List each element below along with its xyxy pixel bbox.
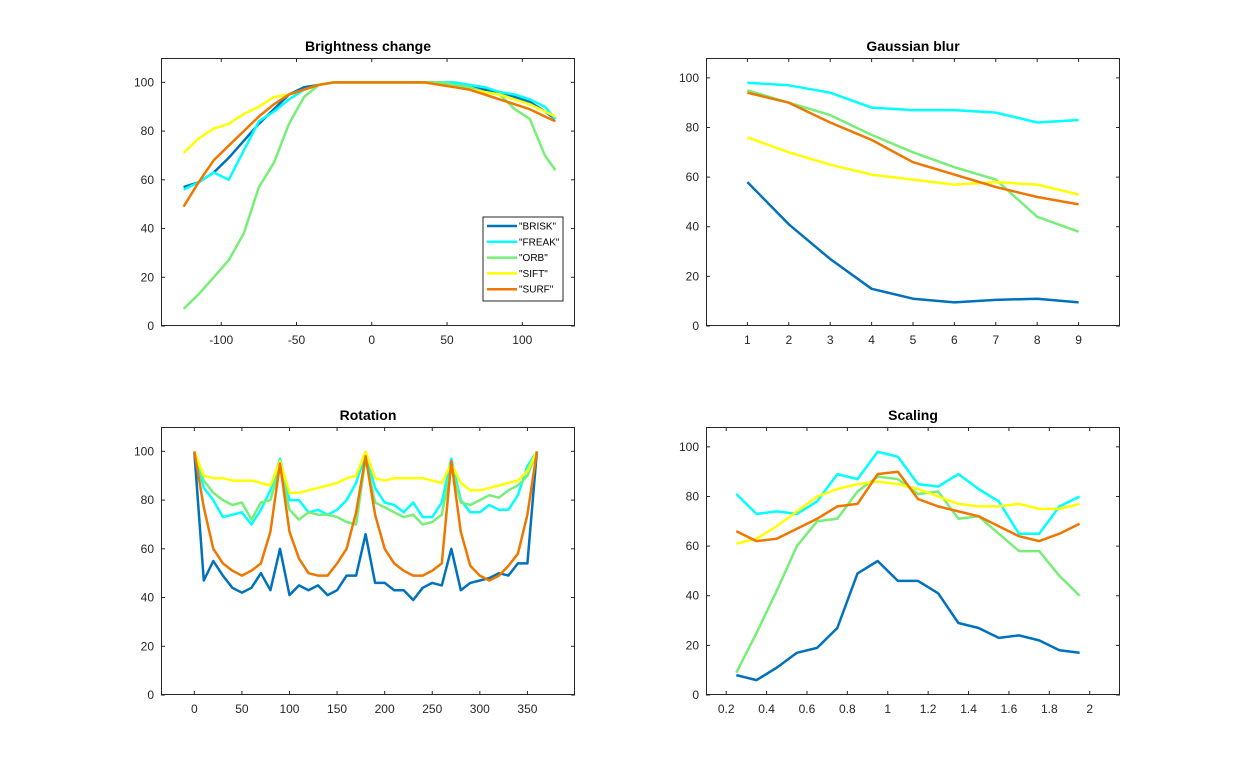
- y-tick-label: 20: [686, 638, 700, 652]
- subplot-rotation: Rotation 0 50 100 150 200 250 300 350 0 20 40 60 80 1…: [134, 407, 575, 716]
- x-tick-label: -100: [209, 333, 233, 347]
- series-line-4: [735, 470, 1081, 543]
- x-tick-label: 1.4: [960, 702, 977, 716]
- plot-area: 0 50 100 150 200 250 300 350 0 20 40 60 80 100: [134, 427, 575, 716]
- legend-box: [482, 216, 564, 302]
- x-tick-label: 150: [327, 702, 347, 716]
- plot-title: Rotation: [339, 407, 397, 423]
- plot-title: Brightness change: [304, 38, 432, 54]
- x-tick-label: 0.4: [758, 702, 775, 716]
- axes-box: [706, 427, 1120, 695]
- series-line-2: [747, 89, 1080, 233]
- legend-label: "SIFT": [519, 269, 548, 280]
- x-tick-label: 7: [992, 333, 999, 347]
- y-tick-label: 80: [141, 493, 155, 507]
- x-tick-label: 100: [279, 702, 299, 716]
- y-tick-label: 20: [686, 269, 700, 283]
- y-tick-label: 60: [141, 542, 155, 556]
- series-line-0: [735, 559, 1080, 682]
- x-tick-label: 2: [785, 333, 792, 347]
- x-tick-label: 50: [440, 333, 454, 347]
- y-tick-label: 60: [686, 170, 700, 184]
- y-tick-label: 40: [686, 220, 700, 234]
- y-tick-label: 100: [679, 440, 699, 454]
- series-line-0: [746, 181, 1079, 304]
- series-line-1: [735, 450, 1081, 535]
- y-tick-label: 20: [141, 639, 155, 653]
- y-tick-label: 40: [141, 222, 155, 236]
- x-tick-label: 3: [827, 333, 834, 347]
- y-tick-label: 0: [147, 319, 154, 333]
- series-line-1: [747, 81, 1079, 124]
- x-tick-label: 0: [191, 702, 198, 716]
- x-tick-label: 1.8: [1041, 702, 1058, 716]
- legend-label: "ORB": [519, 253, 548, 264]
- y-tick-label: 100: [679, 71, 699, 85]
- y-tick-label: 100: [134, 75, 154, 89]
- x-tick-label: 1: [884, 702, 891, 716]
- x-tick-label: 4: [868, 333, 875, 347]
- series-line-4: [747, 91, 1079, 206]
- series-line-4: [193, 451, 539, 582]
- x-tick-label: 0.8: [839, 702, 856, 716]
- x-tick-label: 6: [951, 333, 958, 347]
- x-tick-label: -50: [288, 333, 306, 347]
- subplot-scaling: Scaling 0.2 0.4 0.6 0.8 1 1.2 1.4 1.6 1.8 2 0 20 40 6…: [679, 407, 1120, 716]
- y-tick-label: 0: [692, 688, 699, 702]
- x-tick-label: 9: [1075, 333, 1082, 347]
- legend: "BRISK" "FREAK" "ORB" "SIFT" "SURF": [482, 216, 564, 302]
- axes-box: [161, 427, 575, 695]
- x-tick-label: 2: [1086, 702, 1093, 716]
- x-tick-label: 1.2: [920, 702, 937, 716]
- x-tick-label: 350: [517, 702, 537, 716]
- x-tick-label: 50: [235, 702, 249, 716]
- legend-label: "BRISK": [519, 222, 557, 233]
- y-tick-label: 80: [141, 124, 155, 138]
- series-line-4: [182, 81, 556, 208]
- axes-box: [161, 58, 575, 326]
- y-tick-label: 0: [147, 688, 154, 702]
- x-tick-label: 200: [375, 702, 395, 716]
- y-tick-label: 100: [134, 444, 154, 458]
- x-tick-label: 1: [744, 333, 751, 347]
- y-tick-label: 80: [686, 120, 700, 134]
- x-tick-label: 300: [470, 702, 490, 716]
- legend-label: "FREAK": [519, 237, 560, 248]
- x-tick-label: 0.6: [799, 702, 816, 716]
- subplot-gaussian-blur: Gaussian blur 1 2 3 4 5 6 7 8 9 0 20 40 60 80 100: [679, 38, 1120, 347]
- subplot-brightness-change: Brightness change -100 -50 0 50 100 0 20 40 60 80…: [134, 38, 575, 347]
- y-tick-label: 60: [141, 173, 155, 187]
- plot-area: 1 2 3 4 5 6 7 8 9 0 20 40 60 80 100: [679, 58, 1120, 347]
- x-tick-label: 0: [368, 333, 375, 347]
- x-tick-label: 1.6: [1001, 702, 1018, 716]
- series-line-3: [746, 136, 1079, 196]
- y-tick-label: 0: [692, 319, 699, 333]
- x-tick-label: 5: [910, 333, 917, 347]
- series-line-3: [193, 450, 539, 495]
- x-tick-label: 0.2: [718, 702, 735, 716]
- y-tick-label: 60: [686, 539, 700, 553]
- y-tick-label: 80: [686, 489, 700, 503]
- y-tick-label: 40: [686, 589, 700, 603]
- y-tick-label: 20: [141, 270, 155, 284]
- series-line-0: [193, 451, 539, 602]
- x-tick-label: 8: [1034, 333, 1041, 347]
- legend-label: "SURF": [519, 285, 554, 296]
- plot-title: Scaling: [888, 407, 938, 423]
- x-tick-label: 100: [512, 333, 532, 347]
- plot-title: Gaussian blur: [866, 38, 960, 54]
- plot-area: -100 -50 0 50 100020406080100"BRISK""FREAK""…: [134, 58, 575, 347]
- y-tick-label: 40: [141, 591, 155, 605]
- x-tick-label: 250: [422, 702, 442, 716]
